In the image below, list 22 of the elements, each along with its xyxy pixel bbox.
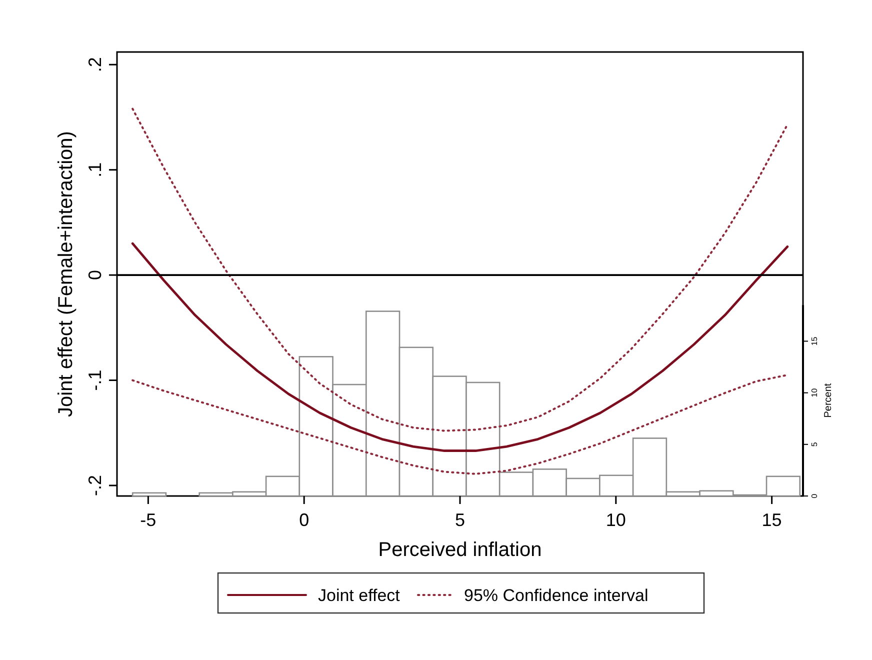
y-tick-label: -.1 bbox=[85, 370, 105, 391]
y2-tick-label: 0 bbox=[810, 493, 819, 498]
x-tick-label: 0 bbox=[299, 510, 310, 530]
x-axis-title: Perceived inflation bbox=[378, 539, 542, 561]
line-series bbox=[131, 242, 789, 452]
line-series bbox=[132, 108, 788, 432]
x-tick-label: 15 bbox=[762, 510, 782, 530]
y-tick-label: .2 bbox=[85, 57, 105, 72]
x-tick-label: -5 bbox=[140, 510, 156, 530]
y-tick-label: 0 bbox=[85, 270, 105, 280]
x-tick-label: 10 bbox=[606, 510, 626, 530]
y-tick-label: -.2 bbox=[85, 474, 105, 496]
x-tick-label: 5 bbox=[454, 510, 466, 530]
y2-axis-title: Percent bbox=[823, 383, 834, 418]
legend-label: Joint effect bbox=[318, 586, 400, 605]
legend-label: 95% Confidence interval bbox=[464, 586, 648, 605]
y-tick-label: .1 bbox=[85, 162, 105, 178]
y-axis-title: Joint effect (Female+interaction) bbox=[55, 131, 77, 417]
y2-tick-label: 10 bbox=[810, 388, 819, 398]
y2-tick-label: 5 bbox=[810, 442, 819, 447]
line-series bbox=[132, 374, 788, 475]
y2-tick-label: 15 bbox=[810, 336, 819, 346]
